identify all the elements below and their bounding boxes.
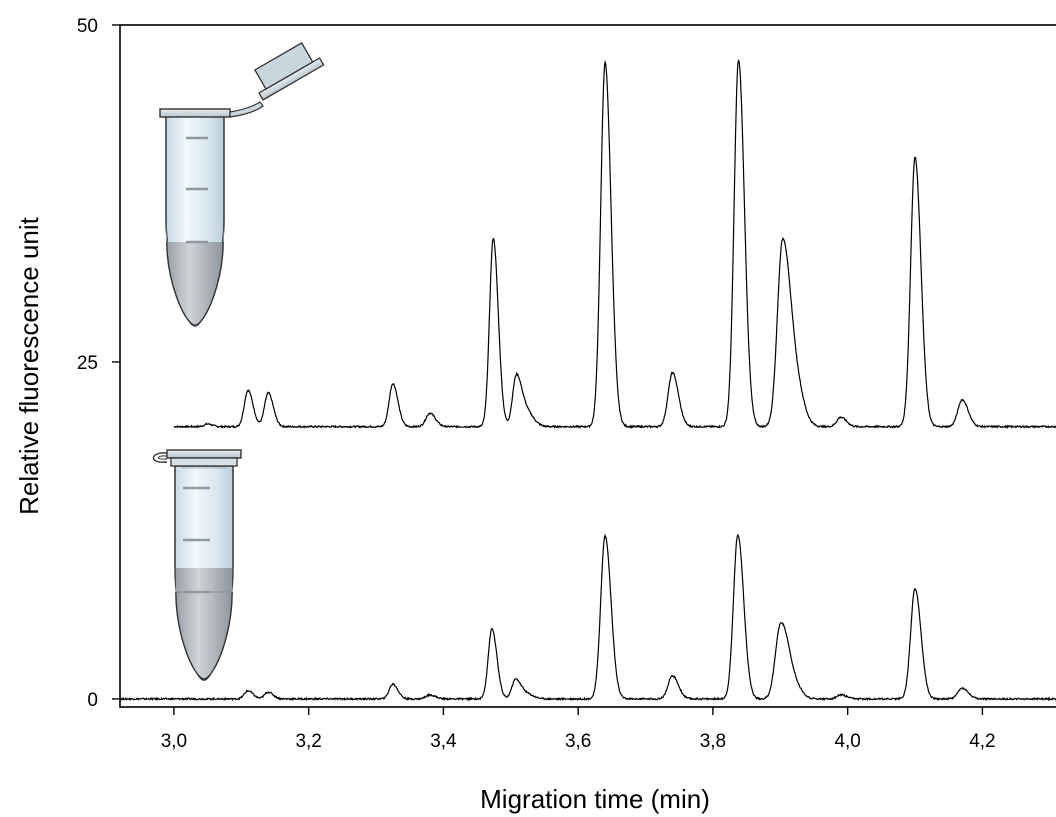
x-tick-label: 3,0 [161,731,187,752]
plot-frame [119,24,1056,708]
y-axis-title: Relative fluorescence unit [14,216,44,514]
x-axis-ticks: 3,0 3,2 3,4 3,6 3,8 4,0 4,2 [161,707,996,752]
traces [119,59,1056,702]
x-tick-label: 3,2 [295,731,321,752]
trace-upper [173,59,1056,430]
open-microcentrifuge-tube-icon [159,42,325,327]
x-tick-label: 3,8 [700,731,726,752]
y-tick-label: 50 [77,16,98,37]
x-tick-label: 4,0 [834,731,860,752]
trace-lower [119,533,1056,702]
x-tick-label: 3,4 [430,731,457,752]
y-axis-ticks: 0 25 50 [77,16,120,711]
y-tick-label: 25 [77,353,98,374]
x-axis-title: Migration time (min) [480,784,710,814]
closed-microcentrifuge-tube-icon [152,449,242,681]
x-tick-label: 3,6 [565,731,591,752]
y-tick-label: 0 [87,690,98,711]
x-tick-label: 4,2 [969,731,995,752]
